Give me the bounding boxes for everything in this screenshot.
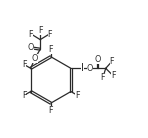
Text: F: F	[22, 91, 26, 100]
Text: F: F	[110, 57, 114, 66]
Text: I: I	[81, 63, 84, 73]
Text: F: F	[101, 73, 105, 82]
Text: F: F	[49, 45, 53, 54]
Text: F: F	[111, 71, 115, 80]
Text: F: F	[28, 30, 33, 39]
Text: F: F	[22, 60, 26, 69]
Text: O: O	[28, 43, 34, 52]
Text: O: O	[94, 55, 101, 64]
Text: F: F	[49, 106, 53, 115]
Text: F: F	[38, 26, 42, 35]
Text: F: F	[48, 30, 52, 39]
Text: O: O	[32, 54, 38, 63]
Text: O: O	[87, 64, 93, 73]
Text: F: F	[75, 91, 80, 100]
